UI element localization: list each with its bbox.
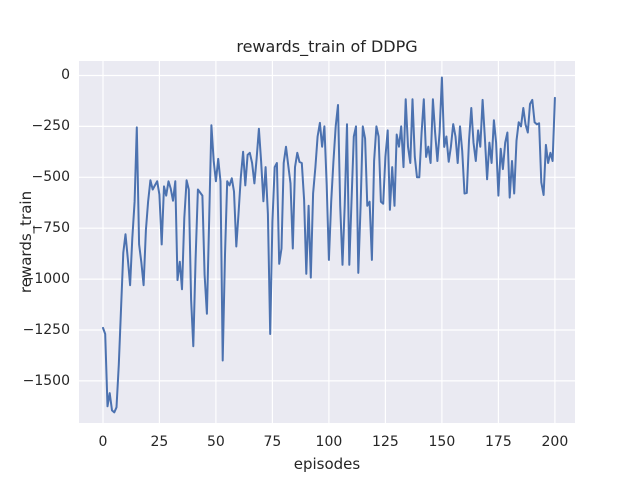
x-tick-label: 150 xyxy=(428,434,456,450)
line-chart-svg xyxy=(79,61,575,423)
x-tick-label: 50 xyxy=(207,434,225,450)
plot-area xyxy=(79,61,575,423)
x-tick-label: 0 xyxy=(98,434,108,450)
y-tick-label: −750 xyxy=(31,220,70,237)
x-axis-label: episodes xyxy=(293,455,361,473)
y-tick-label: −500 xyxy=(31,169,70,186)
rewards-train-line xyxy=(102,76,556,414)
y-tick-label: −1500 xyxy=(22,372,70,389)
x-tick-label: 125 xyxy=(372,434,399,450)
x-tick-label: 200 xyxy=(541,434,569,450)
chart-title: rewards_train of DDPG xyxy=(236,37,418,56)
y-tick-label: −1000 xyxy=(22,271,70,288)
y-tick-label: −250 xyxy=(31,118,70,135)
x-tick-label: 75 xyxy=(263,434,282,450)
y-tick-label: −1250 xyxy=(22,321,70,338)
x-tick-label: 25 xyxy=(150,434,169,450)
x-tick-label: 100 xyxy=(315,434,343,450)
y-tick-label: 0 xyxy=(61,67,70,84)
x-tick-label: 175 xyxy=(485,434,512,450)
